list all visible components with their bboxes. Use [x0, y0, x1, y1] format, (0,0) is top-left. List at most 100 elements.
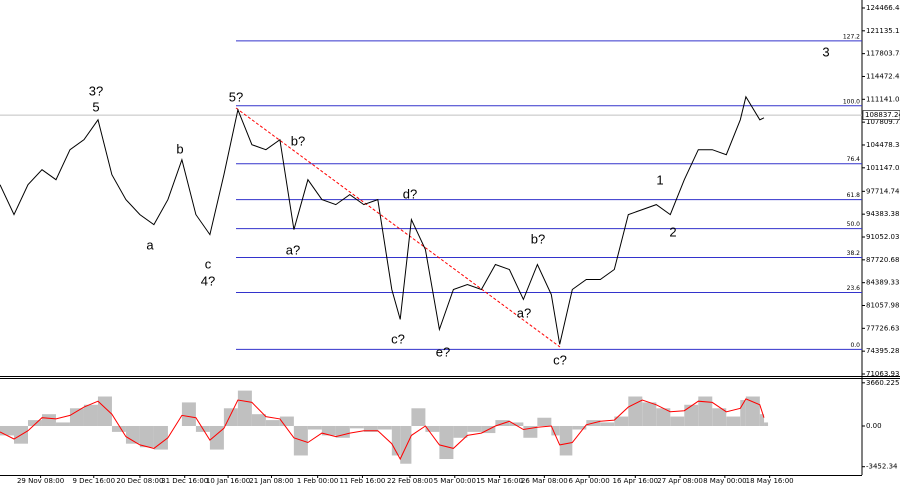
histogram-bar	[293, 425, 308, 456]
histogram-bar	[400, 425, 412, 464]
histogram-bar	[153, 425, 168, 450]
wave-label: a?	[517, 305, 531, 320]
wave-label: d?	[403, 186, 417, 201]
histogram-bar	[0, 425, 14, 436]
fib-level-label: 23.6	[847, 285, 861, 292]
histogram-bar	[321, 425, 336, 436]
fib-level-label: 76.4	[847, 156, 861, 163]
price-line	[0, 95, 765, 345]
y-tick-label: 107809.73	[866, 118, 900, 126]
wave-label: e?	[436, 344, 450, 359]
fib-level-label: 38.2	[847, 250, 861, 257]
wave-label: 4?	[201, 273, 215, 288]
fib-level-label: 127.2	[843, 33, 860, 40]
fib-level-label: 61.8	[847, 192, 861, 199]
histogram-bar	[83, 404, 98, 426]
fib-level-label: 50.0	[847, 221, 861, 228]
fib-level-label: 100.0	[843, 98, 860, 105]
histogram-bar	[495, 420, 510, 426]
histogram-bar	[27, 420, 42, 426]
y-tick-label: -3452.34	[866, 463, 898, 471]
x-tick-label: 16 Apr 16:00	[612, 477, 658, 485]
y-tick-label: 0.00	[866, 422, 882, 430]
y-tick-label: 87720.68	[866, 256, 899, 264]
histogram-bar	[439, 425, 454, 460]
x-tick-label: 9 Dec 16:00	[72, 477, 115, 485]
histogram-bar	[41, 414, 56, 426]
wave-label: 2	[669, 224, 676, 239]
histogram-bar	[411, 408, 426, 426]
histogram-bar	[614, 416, 629, 426]
y-tick-label: 84389.33	[866, 279, 899, 287]
y-tick-label: 81057.98	[866, 302, 899, 310]
y-tick-label: 77726.63	[866, 324, 899, 332]
last-price-label: 108837.24	[865, 111, 900, 119]
histogram-bar	[139, 425, 154, 448]
x-tick-label: 21 Jan 08:00	[249, 477, 293, 485]
wave-label: 3?	[89, 83, 103, 98]
histogram-bar	[656, 408, 671, 426]
y-tick-label: 3660.225	[866, 379, 899, 387]
wave-label: c?	[553, 352, 567, 367]
histogram-bar	[425, 425, 440, 432]
x-tick-label: 29 Nov 08:00	[17, 477, 64, 485]
x-tick-label: 18 May 16:00	[746, 477, 794, 485]
y-tick-label: 91052.03	[866, 233, 899, 241]
histogram-bar	[349, 425, 364, 429]
histogram-bar	[307, 425, 322, 430]
histogram-bar	[509, 422, 524, 426]
y-tick-label: 94383.38	[866, 210, 899, 218]
x-tick-label: 20 Dec 08:00	[116, 477, 163, 485]
wave-label: b?	[291, 133, 305, 148]
wave-label: b?	[531, 231, 545, 246]
histogram-bar	[69, 408, 84, 426]
histogram-bar	[523, 425, 538, 438]
histogram-bar	[712, 408, 727, 426]
histogram-bar	[642, 402, 657, 426]
x-tick-label: 15 Mar 16:00	[476, 477, 523, 485]
y-tick-label: 97714.74	[866, 187, 900, 195]
histogram-bar	[111, 425, 126, 432]
x-tick-label: 10 Jan 16:00	[206, 477, 250, 485]
histogram-bar	[745, 396, 760, 426]
y-tick-label: 74395.28	[866, 347, 899, 355]
wave-label: c	[205, 256, 212, 271]
histogram-bar	[600, 422, 615, 426]
wave-label: 1	[656, 172, 663, 187]
histogram-bar	[453, 425, 468, 438]
y-tick-label: 124466.48	[866, 4, 900, 12]
histogram-bar	[726, 416, 741, 426]
histogram-bar	[764, 422, 769, 426]
histogram-bar	[467, 425, 482, 432]
y-tick-label: 101147.03	[866, 164, 900, 172]
fib-level-label: 0.0	[850, 342, 860, 349]
signal-line	[0, 398, 765, 461]
x-tick-label: 8 May 00:00	[703, 477, 747, 485]
histogram-bar	[97, 396, 112, 426]
x-tick-label: 1 Feb 00:00	[297, 477, 338, 485]
x-tick-label: 26 Mar 08:00	[521, 477, 568, 485]
wave-label: 5?	[229, 89, 243, 104]
histogram-bar	[559, 425, 573, 456]
histogram-bar	[265, 420, 280, 426]
histogram-bar	[335, 425, 350, 438]
histogram-bar	[377, 425, 392, 430]
histogram-bar	[684, 404, 699, 426]
y-tick-label: 71063.93	[866, 370, 899, 378]
histogram-bar	[363, 425, 378, 432]
histogram-bar	[551, 425, 560, 436]
histogram-bar	[279, 416, 294, 426]
histogram-bar	[181, 402, 196, 426]
y-tick-label: 111141.08	[866, 95, 900, 103]
x-tick-label: 27 Apr 08:00	[657, 477, 703, 485]
wave-label: 5	[92, 99, 99, 114]
histogram-bar	[740, 400, 746, 426]
histogram-bar	[237, 390, 252, 426]
wave-label: 3	[822, 44, 829, 59]
histogram-bar	[628, 396, 643, 426]
histogram-bar	[670, 416, 685, 426]
y-tick-label: 117803.78	[866, 50, 900, 58]
